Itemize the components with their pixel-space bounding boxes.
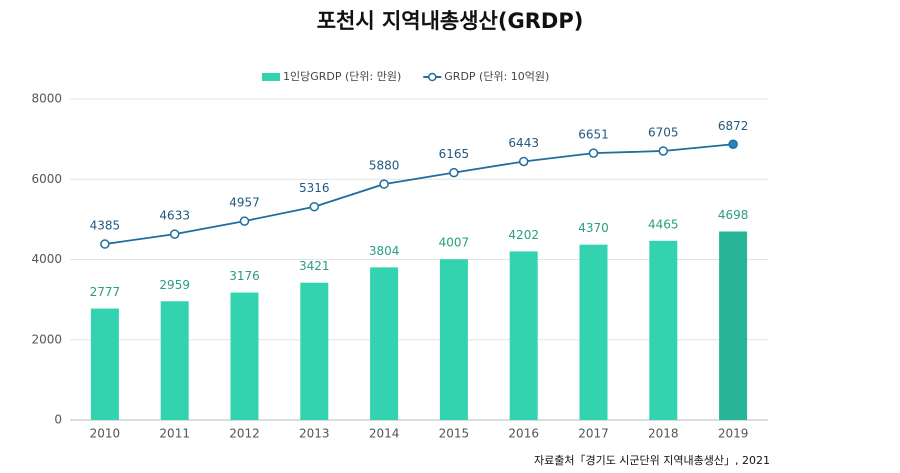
line — [104, 143, 734, 245]
bar — [300, 282, 329, 420]
bar — [579, 244, 608, 420]
x-tick-label: 2015 — [439, 427, 470, 441]
line-value-label: 6705 — [648, 125, 679, 139]
source-note: 자료출처「경기도 시군단위 지역내총생산」, 2021 — [534, 454, 770, 467]
line-marker — [169, 229, 180, 239]
line-value-label: 6443 — [508, 136, 539, 150]
line-marker — [379, 179, 389, 189]
x-tick-label: 2010 — [90, 427, 121, 441]
y-tick-label: 4000 — [31, 252, 62, 266]
bar — [160, 301, 189, 420]
line-marker — [728, 139, 738, 150]
line-marker — [658, 146, 669, 156]
y-tick-label: 8000 — [31, 92, 62, 106]
bar-value-label: 2959 — [159, 278, 190, 292]
bar-value-label: 4370 — [578, 221, 609, 235]
line-value-label: 4633 — [159, 209, 190, 223]
x-tick-label: 2014 — [369, 427, 400, 441]
line-marker — [239, 216, 250, 226]
legend-swatch — [262, 73, 280, 81]
y-tick-label: 6000 — [31, 172, 62, 186]
bar — [90, 308, 119, 420]
bar-value-label: 4698 — [718, 208, 749, 222]
bar — [719, 231, 748, 420]
bar — [230, 292, 259, 420]
bar — [439, 259, 468, 420]
bar-value-label: 2777 — [90, 285, 121, 299]
line-value-label: 4957 — [229, 196, 260, 210]
bar-value-label: 4465 — [648, 217, 679, 231]
y-tick-label: 2000 — [31, 332, 62, 346]
line-value-label: 5316 — [299, 181, 330, 195]
line-value-label: 5880 — [369, 159, 400, 173]
line-value-label: 4385 — [90, 219, 121, 233]
x-tick-label: 2017 — [578, 427, 609, 441]
x-tick-label: 2016 — [508, 427, 539, 441]
legend-swatch — [428, 72, 437, 82]
bar-value-label: 3176 — [229, 269, 260, 283]
x-tick-label: 2019 — [718, 427, 749, 441]
legend-label: GRDP (단위: 10억원) — [444, 70, 549, 83]
line-value-label: 6165 — [439, 147, 470, 161]
chart-title: 포천시 지역내총생산(GRDP) — [317, 9, 584, 33]
x-tick-label: 2018 — [648, 427, 679, 441]
x-tick-label: 2012 — [229, 427, 260, 441]
line-marker — [449, 167, 459, 178]
bar — [649, 240, 678, 420]
bar — [370, 267, 399, 420]
x-tick-label: 2013 — [299, 427, 330, 441]
bar-value-label: 3804 — [369, 244, 400, 258]
line-marker — [588, 148, 599, 158]
line-marker — [518, 156, 529, 167]
bar — [509, 251, 538, 420]
bar-value-label: 4202 — [508, 228, 539, 242]
line-marker — [309, 201, 320, 212]
line-value-label: 6651 — [578, 128, 609, 142]
line-marker — [100, 239, 110, 249]
bar-value-label: 3421 — [299, 259, 330, 273]
y-tick-label: 0 — [54, 413, 62, 427]
line-value-label: 6872 — [718, 119, 749, 133]
legend-label: 1인당GRDP (단위: 만원) — [283, 70, 401, 83]
bar-value-label: 4007 — [439, 236, 470, 250]
x-tick-label: 2011 — [159, 427, 190, 441]
